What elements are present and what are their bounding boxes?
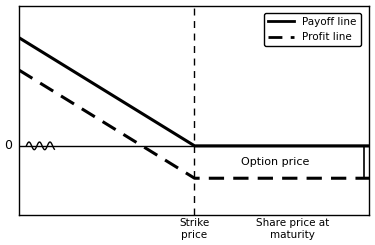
Text: Share price at
maturity: Share price at maturity <box>256 218 329 240</box>
Text: Option price: Option price <box>241 157 309 167</box>
Text: Strike
price: Strike price <box>179 218 210 240</box>
Legend: Payoff line, Profit line: Payoff line, Profit line <box>264 13 361 46</box>
Text: 0: 0 <box>4 139 12 152</box>
